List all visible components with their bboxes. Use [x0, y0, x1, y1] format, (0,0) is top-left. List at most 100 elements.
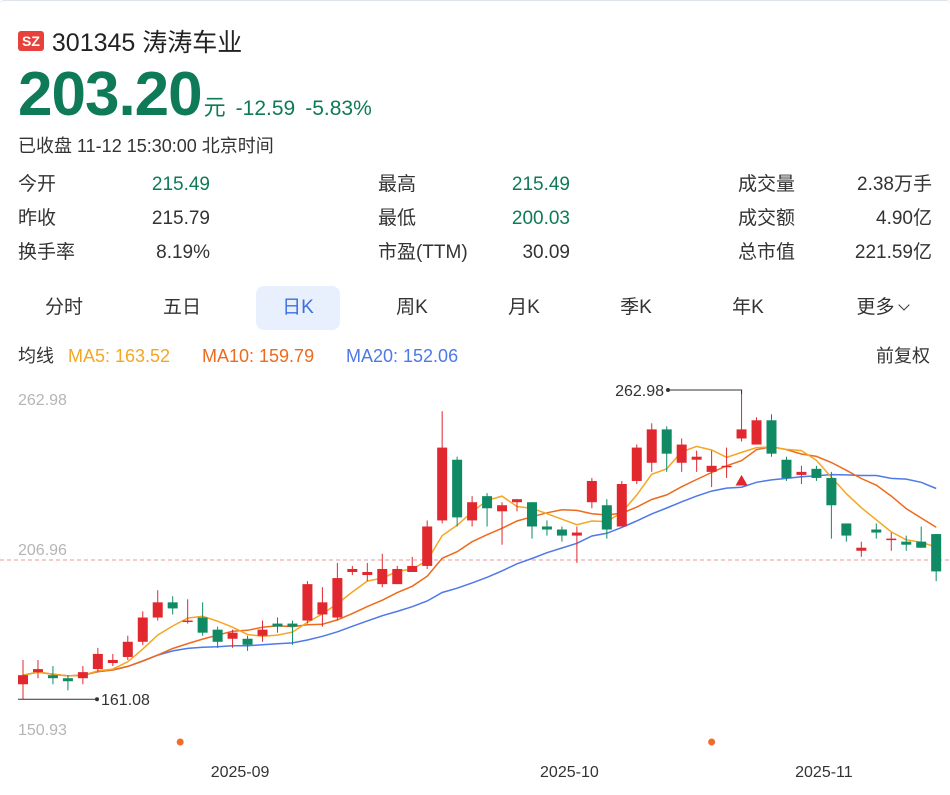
candle-body	[242, 638, 253, 645]
y-label-max: 262.98	[18, 392, 67, 409]
candle-body	[871, 529, 882, 533]
ma10-line	[22, 445, 937, 677]
stat-label: 最低	[378, 208, 417, 229]
candle-body	[826, 477, 837, 506]
candle-body	[541, 526, 552, 530]
candle-body	[272, 623, 283, 627]
candle-body	[332, 578, 343, 618]
tab-daily-k[interactable]: 日K	[256, 286, 340, 330]
candle-body	[616, 484, 627, 527]
candle-body	[392, 568, 403, 585]
stat-label: 成交量	[738, 174, 796, 195]
candle-body	[197, 617, 208, 633]
stat-pe-ttm: 市盈(TTM) 30.09	[378, 240, 570, 266]
candle-body	[152, 602, 163, 618]
candle-body	[18, 675, 28, 685]
candle-body	[796, 471, 807, 475]
signal-marker-icon	[735, 474, 748, 486]
stat-label: 今开	[18, 174, 57, 195]
adjust-mode[interactable]: 前复权	[876, 346, 930, 366]
max-leader-dot	[666, 388, 670, 392]
candle-body	[691, 456, 702, 460]
candle-body	[646, 429, 657, 463]
candle-body	[107, 659, 118, 664]
candle-body	[362, 572, 373, 576]
ma5-value: MA5: 163.52	[68, 346, 171, 366]
ma20-value: MA20: 152.06	[346, 346, 459, 366]
candle-body	[916, 541, 927, 548]
stats-grid: 今开 215.49 最高 215.49 成交量 2.38万手 昨收 215.79…	[18, 172, 932, 272]
candle-body	[32, 669, 43, 673]
candle-body	[781, 459, 792, 478]
stat-market-cap: 总市值 221.59亿	[738, 240, 932, 266]
stat-value: 215.79	[151, 208, 210, 229]
stat-value: 221.59亿	[854, 242, 932, 263]
candle-body	[452, 459, 463, 518]
candle-body	[526, 502, 537, 527]
candlestick-chart[interactable]: 262.98 206.96 150.93 262.98 161.08 2025-09 202…	[0, 380, 950, 795]
stat-label: 最高	[378, 174, 417, 195]
candle-body	[437, 447, 448, 521]
candle-body	[811, 468, 822, 478]
candle-body	[706, 465, 717, 472]
candle-body	[212, 629, 223, 642]
candle-body	[886, 538, 897, 541]
stock-header: SZ 301345 涛涛车业	[18, 24, 242, 58]
candle-body	[302, 584, 313, 621]
stat-low: 最低 200.03	[378, 206, 570, 232]
candle-body	[482, 496, 493, 509]
candle-body	[721, 465, 732, 468]
tab-more[interactable]: 更多	[832, 286, 932, 330]
candle-body	[841, 523, 852, 536]
candle-body	[901, 541, 912, 545]
event-dot	[176, 738, 184, 746]
candle-body	[377, 568, 388, 585]
tab-quarterly-k[interactable]: 季K	[620, 297, 652, 318]
candle-body	[631, 447, 642, 481]
stock-title[interactable]: 301345 涛涛车业	[51, 29, 243, 57]
candle-body	[676, 444, 687, 463]
ma-title: 均线	[18, 346, 54, 366]
ma10-value: MA10: 159.79	[202, 346, 315, 366]
tab-intraday[interactable]: 分时	[44, 297, 83, 318]
candle-body	[586, 480, 597, 503]
candle-body	[856, 547, 867, 551]
candle-body	[736, 429, 747, 439]
x-axis-label: 2025-11	[795, 764, 853, 781]
tab-weekly-k[interactable]: 周K	[396, 297, 428, 318]
stat-volume: 成交量 2.38万手	[738, 172, 932, 198]
stat-prev-close: 昨收 215.79	[18, 206, 210, 232]
candle-body	[137, 617, 148, 642]
price-change-percent: -5.83%	[305, 97, 372, 120]
candle-body	[122, 641, 133, 657]
tab-more-label: 更多	[856, 297, 895, 318]
card-top-border	[0, 0, 950, 4]
stat-label: 总市值	[738, 242, 796, 263]
price-row: 203.20 元 -12.59 -5.83%	[18, 64, 372, 128]
candle-body	[512, 499, 523, 503]
market-status: 已收盘 11-12 15:30:00 北京时间	[18, 136, 274, 156]
candle-body	[661, 429, 672, 454]
stat-label: 市盈(TTM)	[378, 242, 468, 263]
stat-value: 2.38万手	[857, 174, 932, 195]
stat-value: 200.03	[511, 208, 570, 229]
candle-body	[227, 632, 238, 639]
tab-monthly-k[interactable]: 月K	[508, 297, 540, 318]
candle-body	[422, 526, 433, 566]
event-dot	[708, 738, 716, 746]
candle-body	[407, 565, 418, 573]
stat-label: 昨收	[18, 208, 57, 229]
stat-turnover-amount: 成交额 4.90亿	[738, 206, 932, 232]
candle-body	[62, 678, 73, 682]
stat-value: 8.19%	[156, 242, 210, 263]
candle-body	[497, 505, 508, 512]
stat-open: 今开 215.49	[18, 172, 210, 198]
tab-five-day[interactable]: 五日	[162, 297, 201, 318]
candle-body	[92, 653, 103, 670]
stat-label: 换手率	[18, 242, 76, 263]
tab-yearly-k[interactable]: 年K	[732, 297, 764, 318]
stat-label: 成交额	[738, 208, 796, 229]
market-badge: SZ	[18, 31, 44, 51]
candle-body	[467, 502, 478, 521]
candle-body	[751, 420, 762, 445]
